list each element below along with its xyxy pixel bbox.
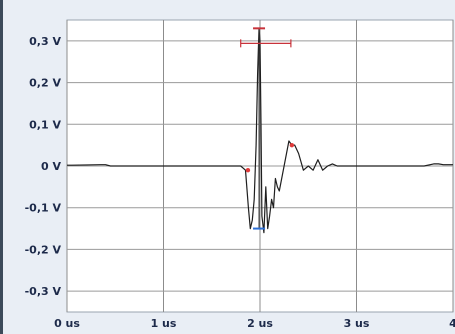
marker-point-1 (289, 142, 295, 148)
oscilloscope-chart: 0 us 1 us 2 us 3 us 4 0,3 V 0,2 V 0,1 V 0 V -0,1 … (25, 19, 455, 330)
x-tick-label-3: 3 us (344, 317, 370, 330)
y-tick-label-4: -0,1 V (25, 202, 62, 215)
y-tick-label-2: 0,1 V (29, 118, 61, 131)
measurement-cursor[interactable] (240, 27, 292, 230)
y-tick-label-6: -0,3 V (25, 285, 62, 298)
x-tick-label-1: 1 us (151, 317, 177, 330)
y-tick-label-3: 0 V (41, 160, 61, 173)
y-tick-label-1: 0,2 V (29, 77, 61, 90)
axis-ticks: 0 us 1 us 2 us 3 us 4 0,3 V 0,2 V 0,1 V 0 V -0,1 … (25, 35, 455, 330)
series-layer (67, 27, 453, 234)
marker-point-0 (245, 167, 251, 173)
x-tick-label-0: 0 us (54, 317, 80, 330)
markers (245, 142, 295, 173)
x-tick-label-4: 4 (449, 317, 455, 330)
y-tick-label-5: -0,2 V (25, 243, 62, 256)
series-line-0 (67, 27, 453, 234)
x-tick-label-2: 2 us (247, 317, 273, 330)
y-tick-label-0: 0,3 V (29, 35, 61, 48)
